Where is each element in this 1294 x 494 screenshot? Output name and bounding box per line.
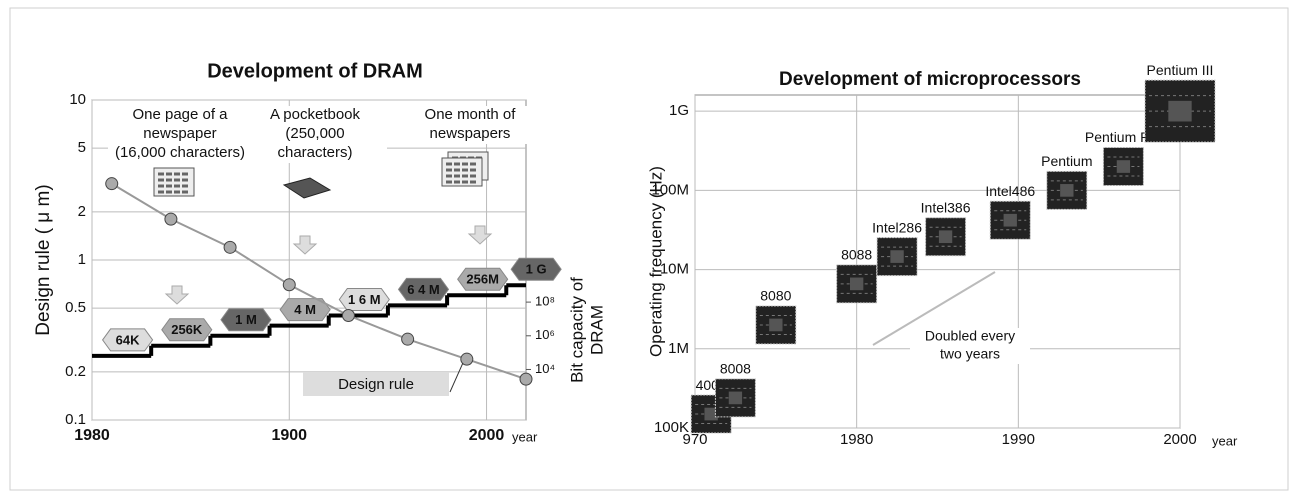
y2-tick-label: 10⁶ xyxy=(535,327,555,342)
design-rule-point xyxy=(283,279,295,291)
annotation: characters) xyxy=(277,144,352,161)
chip-core xyxy=(1004,214,1017,227)
chip-label: 8008 xyxy=(720,361,751,377)
y2-tick-label: 10⁴ xyxy=(535,361,555,376)
figure: Development of DRAM 0.1 0.2 0.5 1 2 5 10 1980 190… xyxy=(0,0,1294,494)
chart-title: Development of microprocessors xyxy=(779,69,1081,90)
chart-title: Development of DRAM xyxy=(207,60,423,82)
design-rule-point xyxy=(165,213,177,225)
capacity-label: 1 6 M xyxy=(348,292,381,307)
capacity-label: 1 G xyxy=(526,262,547,277)
capacity-label: 256M xyxy=(466,272,499,287)
y2-axis-label: DRAM xyxy=(587,305,606,355)
chip-core xyxy=(850,278,863,291)
chip-label: Intel386 xyxy=(921,199,971,215)
y-tick-label: 10 xyxy=(69,91,86,108)
design-rule-point xyxy=(342,309,354,321)
y-tick-label: 1 xyxy=(78,251,86,268)
capacity-label: 256K xyxy=(171,322,203,337)
annotation: (16,000 characters) xyxy=(115,144,245,161)
chart-panel: Development of microprocessors100K1M10M1… xyxy=(646,62,1237,449)
annotation: One page of a xyxy=(132,106,228,123)
capacity-label: 1 M xyxy=(235,312,257,327)
x-tick-label: 2000 xyxy=(1163,431,1196,448)
design-rule-point xyxy=(106,178,118,190)
y-tick-label: 1G xyxy=(669,102,689,119)
y-axis-label: Design rule ( μ m) xyxy=(33,184,54,335)
annotation: A pocketbook xyxy=(270,106,361,123)
x-tick-label: 1980 xyxy=(840,431,873,448)
annotation: newspaper xyxy=(143,125,216,142)
x-axis-label: year xyxy=(1212,433,1238,448)
y-tick-label: 1M xyxy=(668,340,689,357)
y-tick-label: 0.1 xyxy=(65,411,86,428)
chip-label: 8080 xyxy=(760,288,791,304)
design-rule-point xyxy=(224,241,236,253)
design-rule-point xyxy=(520,373,532,385)
chip-label: Intel286 xyxy=(872,219,922,235)
chip-core xyxy=(1168,101,1191,122)
annotation: One month of xyxy=(425,106,517,123)
y-tick-label: 2 xyxy=(78,203,86,220)
annotation: Doubled every xyxy=(925,328,1015,344)
chip-label: Pentium III xyxy=(1147,62,1214,78)
chip-label: 8088 xyxy=(841,247,872,263)
capacity-label: 64K xyxy=(116,332,140,347)
x-tick-label: 1980 xyxy=(74,427,110,444)
chart-panel: Development of DRAM 0.1 0.2 0.5 1 2 5 10 1980 190… xyxy=(33,60,606,444)
capacity-label: 6 4 M xyxy=(407,282,440,297)
y-tick-label: 5 xyxy=(78,139,86,156)
x-tick-label: 1990 xyxy=(1002,431,1035,448)
chip-label: Pentium xyxy=(1041,153,1092,169)
capacity-label: 4 M xyxy=(294,302,316,317)
chip-label: Intel486 xyxy=(985,183,1035,199)
annotation: two years xyxy=(940,346,1000,362)
y2-axis-label: Bit capacity of xyxy=(567,277,586,383)
y-tick-label: 0.5 xyxy=(65,299,86,316)
y2-tick-label: 10⁸ xyxy=(535,294,555,309)
chip-core xyxy=(939,230,952,243)
x-axis-label: year xyxy=(512,429,538,444)
legend-label: Design rule xyxy=(338,376,414,393)
design-rule-point xyxy=(402,333,414,345)
annotation: newspapers xyxy=(430,125,511,142)
chip-core xyxy=(729,392,742,405)
chip-core xyxy=(1060,184,1073,197)
x-tick-label: 2000 xyxy=(469,427,505,444)
chip-core xyxy=(1117,160,1130,173)
annotation: (250,000 xyxy=(285,125,344,142)
y-axis-label: Operating frequency (Hz) xyxy=(646,166,665,357)
chip-core xyxy=(769,319,782,332)
y-tick-label: 0.2 xyxy=(65,363,86,380)
chip-core xyxy=(890,250,903,263)
x-tick-label: 1900 xyxy=(271,427,307,444)
